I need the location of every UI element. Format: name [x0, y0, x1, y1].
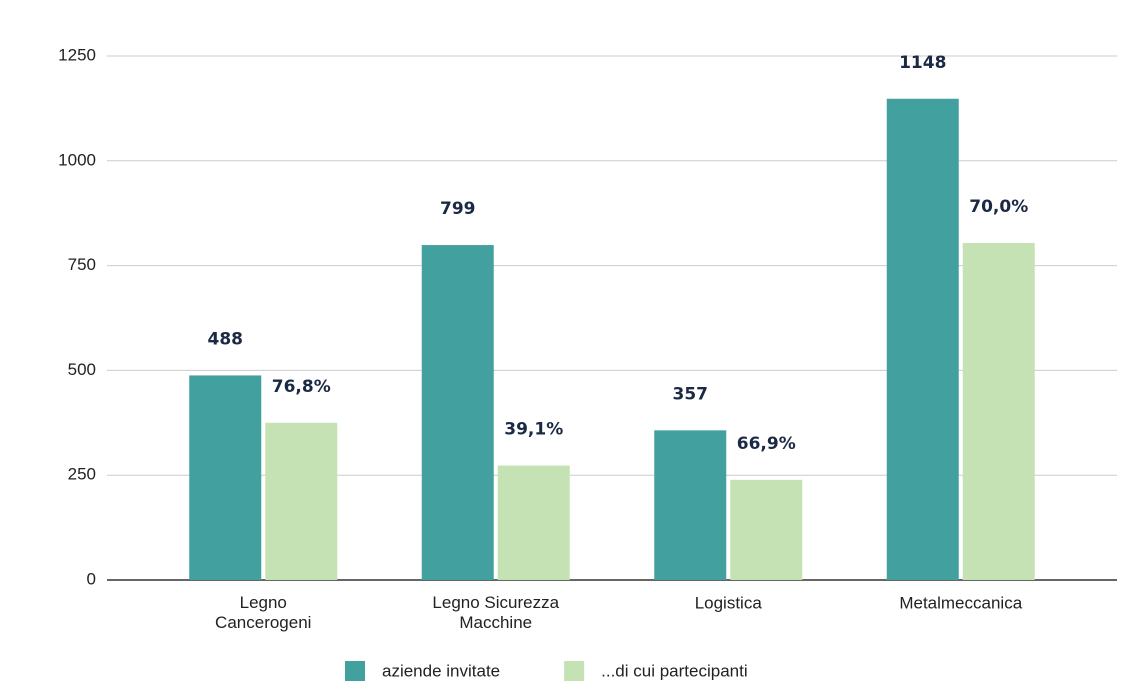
bar — [962, 242, 1035, 580]
data-label: 799 — [440, 199, 476, 219]
bar — [265, 422, 338, 580]
data-label: 76,8% — [272, 377, 331, 397]
data-label: 357 — [673, 384, 709, 404]
x-tick-label: Logistica — [695, 593, 763, 612]
y-tick-label: 500 — [68, 360, 96, 379]
x-tick-label: Legno Sicurezza Macchine — [432, 593, 559, 632]
bar — [886, 98, 959, 581]
legend-swatch — [564, 661, 585, 681]
data-label: 66,9% — [737, 434, 796, 454]
y-tick-label: 1000 — [58, 150, 96, 169]
legend-label: ...di cui partecipanti — [601, 661, 747, 680]
bar — [497, 465, 570, 580]
legend-label: aziende invitate — [382, 661, 500, 680]
data-label: 70,0% — [969, 197, 1028, 217]
bar — [421, 245, 494, 580]
data-label: 39,1% — [504, 420, 563, 440]
y-tick-label: 250 — [68, 465, 96, 484]
y-tick-label: 0 — [87, 569, 96, 588]
y-tick-label: 750 — [68, 255, 96, 274]
data-label: 488 — [208, 329, 244, 349]
x-tick-label: Metalmeccanica — [899, 593, 1022, 612]
data-label: 1148 — [899, 53, 946, 73]
y-tick-label: 1250 — [58, 45, 96, 64]
legend-swatch — [345, 661, 365, 681]
bar — [730, 479, 803, 580]
bar — [189, 375, 262, 580]
x-tick-label: Legno Cancerogeni — [215, 593, 311, 632]
bar — [654, 430, 727, 580]
